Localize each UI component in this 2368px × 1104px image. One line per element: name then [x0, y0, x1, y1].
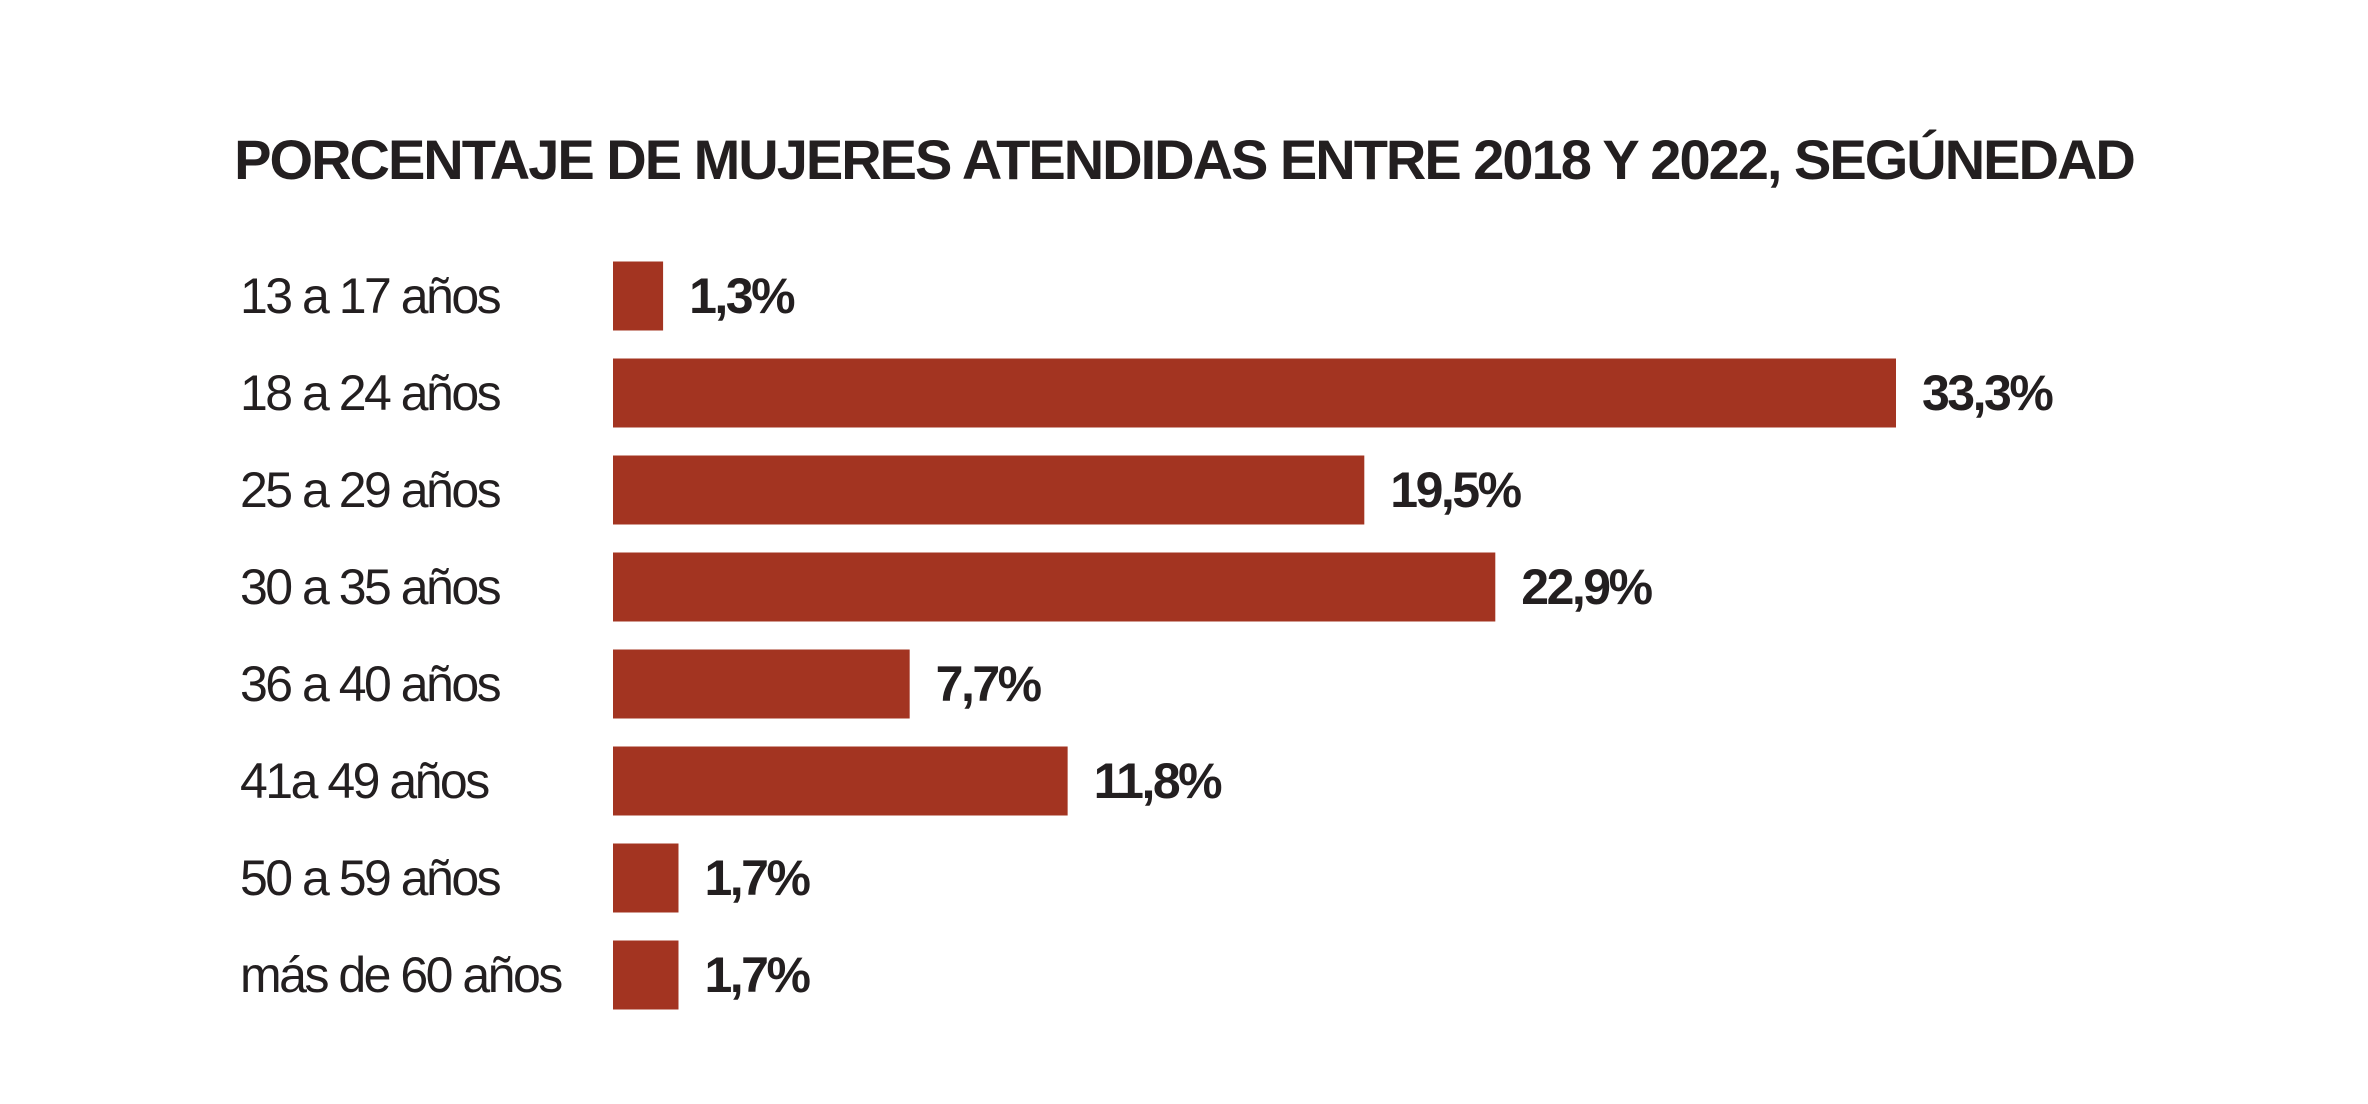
value-label: 19,5% [1390, 462, 1521, 518]
value-label: 22,9% [1521, 559, 1652, 615]
bar [613, 746, 1068, 816]
category-label: 18 a 24 años [240, 365, 501, 421]
category-label: más de 60 años [240, 947, 562, 1003]
value-label: 7,7% [936, 656, 1042, 712]
bar [613, 261, 664, 331]
bar [613, 455, 1365, 525]
category-label: 41a 49 años [240, 753, 489, 809]
bar [613, 940, 679, 1010]
chart-title: PORCENTAJE DE MUJERES ATENDIDAS ENTRE 20… [234, 128, 2136, 191]
value-label: 11,8% [1094, 753, 1223, 809]
value-label: 33,3% [1922, 365, 2053, 421]
category-label: 30 a 35 años [240, 559, 501, 615]
category-label: 50 a 59 años [240, 850, 501, 906]
bar [613, 843, 679, 913]
value-label: 1,7% [704, 850, 810, 906]
bar [613, 552, 1496, 622]
category-label: 25 a 29 años [240, 462, 501, 518]
bar [613, 649, 910, 719]
bar [613, 358, 1896, 428]
value-label: 1,7% [704, 947, 810, 1003]
category-label: 13 a 17 años [240, 268, 501, 324]
category-label: 36 a 40 años [240, 656, 501, 712]
value-label: 1,3% [689, 268, 795, 324]
